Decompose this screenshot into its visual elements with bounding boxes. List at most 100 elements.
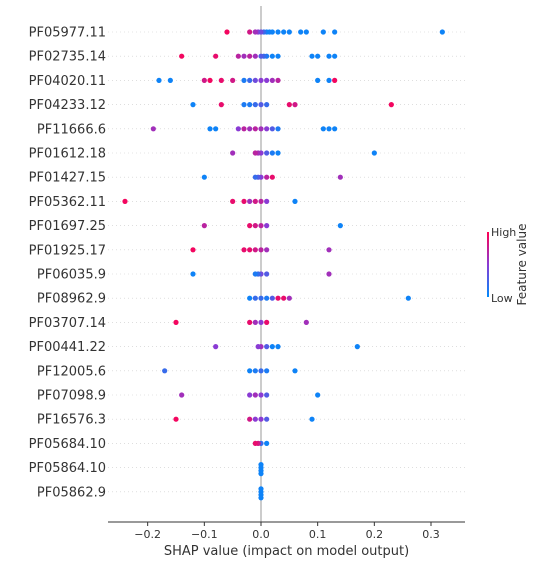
shap-point	[258, 320, 263, 325]
colorbar-title: Feature value	[515, 224, 529, 306]
shap-point	[287, 102, 292, 107]
shap-point	[247, 223, 252, 228]
shap-point	[264, 150, 269, 155]
shap-point	[292, 368, 297, 373]
shap-point	[258, 223, 263, 228]
shap-point	[332, 126, 337, 131]
shap-point	[202, 78, 207, 83]
shap-point	[292, 199, 297, 204]
shap-point	[258, 495, 263, 500]
feature-label: PF05362.11	[29, 195, 106, 210]
shap-point	[162, 368, 167, 373]
shap-point	[190, 271, 195, 276]
shap-point	[326, 271, 331, 276]
shap-point	[256, 344, 261, 349]
x-tick-label: 0.0	[252, 528, 270, 541]
shap-point	[247, 199, 252, 204]
shap-point	[270, 78, 275, 83]
shap-point	[202, 223, 207, 228]
shap-point	[275, 296, 280, 301]
shap-point	[253, 102, 258, 107]
shap-point	[326, 247, 331, 252]
shap-point	[213, 126, 218, 131]
colorbar-gradient	[487, 232, 489, 297]
shap-point	[247, 417, 252, 422]
feature-label: PF05977.11	[29, 26, 106, 41]
shap-point	[173, 320, 178, 325]
shap-point	[264, 296, 269, 301]
feature-label: PF03707.14	[29, 316, 106, 331]
shap-point	[275, 78, 280, 83]
feature-label: PF04233.12	[29, 98, 106, 113]
shap-point	[258, 54, 263, 59]
shap-point	[241, 54, 246, 59]
shap-point	[264, 126, 269, 131]
feature-label: PF01697.25	[29, 219, 106, 234]
shap-point	[264, 175, 269, 180]
shap-point	[253, 368, 258, 373]
shap-point	[258, 126, 263, 131]
shap-point	[440, 29, 445, 34]
shap-point	[236, 54, 241, 59]
feature-label: PF16576.3	[37, 413, 106, 428]
feature-label: PF04020.11	[29, 74, 106, 89]
shap-point	[332, 78, 337, 83]
shap-point	[258, 296, 263, 301]
x-tick-label: −0.1	[191, 528, 218, 541]
shap-point	[270, 344, 275, 349]
shap-point	[270, 150, 275, 155]
shap-point	[270, 126, 275, 131]
shap-point	[253, 199, 258, 204]
shap-point	[281, 296, 286, 301]
shap-point	[241, 78, 246, 83]
shap-point	[275, 29, 280, 34]
shap-point	[304, 320, 309, 325]
shap-point	[304, 29, 309, 34]
shap-point	[179, 54, 184, 59]
shap-point	[247, 392, 252, 397]
shap-point	[258, 199, 263, 204]
shap-point	[264, 223, 269, 228]
shap-point	[156, 78, 161, 83]
shap-point	[213, 54, 218, 59]
shap-point	[190, 247, 195, 252]
shap-point	[389, 102, 394, 107]
shap-point	[258, 471, 263, 476]
shap-point	[253, 392, 258, 397]
shap-point	[258, 247, 263, 252]
shap-point	[230, 150, 235, 155]
shap-point	[253, 320, 258, 325]
shap-point	[207, 78, 212, 83]
shap-point	[253, 223, 258, 228]
shap-point	[253, 126, 258, 131]
shap-point	[247, 247, 252, 252]
feature-label: PF05684.10	[29, 437, 106, 452]
shap-point	[275, 344, 280, 349]
shap-point	[315, 392, 320, 397]
shap-point	[264, 392, 269, 397]
shap-point	[315, 78, 320, 83]
shap-point	[253, 150, 258, 155]
shap-point	[253, 54, 258, 59]
feature-label: PF12005.6	[37, 364, 106, 379]
shap-point	[258, 392, 263, 397]
shap-point	[287, 296, 292, 301]
feature-label: PF07098.9	[37, 389, 106, 404]
shap-point	[406, 296, 411, 301]
colorbar-high-label: High	[491, 226, 516, 239]
shap-point	[321, 126, 326, 131]
shap-point	[309, 417, 314, 422]
shap-point	[292, 102, 297, 107]
shap-point	[213, 344, 218, 349]
shap-point	[275, 126, 280, 131]
shap-point	[287, 29, 292, 34]
shap-point	[202, 175, 207, 180]
shap-point	[264, 78, 269, 83]
shap-point	[270, 54, 275, 59]
shap-point	[247, 78, 252, 83]
shap-point	[253, 296, 258, 301]
shap-point	[332, 54, 337, 59]
shap-point	[253, 247, 258, 252]
shap-point	[258, 102, 263, 107]
